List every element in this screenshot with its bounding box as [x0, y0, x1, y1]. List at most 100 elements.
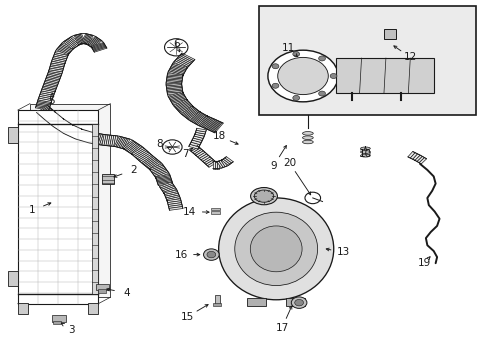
Polygon shape [432, 76, 437, 84]
Polygon shape [80, 130, 86, 141]
Polygon shape [98, 134, 103, 145]
Polygon shape [164, 192, 178, 196]
Polygon shape [49, 116, 61, 124]
Text: 13: 13 [336, 247, 349, 257]
Polygon shape [42, 87, 56, 92]
Polygon shape [131, 147, 144, 155]
Polygon shape [176, 58, 190, 66]
Polygon shape [166, 83, 182, 86]
Polygon shape [93, 45, 105, 50]
Polygon shape [179, 106, 193, 113]
Polygon shape [77, 35, 82, 44]
Polygon shape [163, 188, 176, 194]
Polygon shape [175, 102, 189, 109]
Polygon shape [36, 107, 49, 110]
Polygon shape [46, 76, 60, 80]
Bar [383, 29, 395, 40]
Polygon shape [136, 151, 148, 159]
Polygon shape [156, 177, 171, 181]
Polygon shape [154, 171, 168, 177]
Polygon shape [104, 135, 108, 145]
Polygon shape [166, 89, 182, 92]
Polygon shape [459, 76, 464, 84]
Polygon shape [168, 204, 182, 208]
Ellipse shape [360, 150, 369, 153]
Polygon shape [168, 92, 183, 97]
Polygon shape [80, 33, 85, 44]
Polygon shape [68, 127, 78, 136]
Polygon shape [179, 54, 193, 62]
Bar [8, 127, 18, 143]
Polygon shape [166, 78, 182, 80]
Polygon shape [170, 95, 185, 101]
Polygon shape [106, 135, 110, 146]
Text: 15: 15 [180, 312, 193, 322]
Polygon shape [181, 106, 193, 115]
Polygon shape [213, 123, 223, 133]
Polygon shape [52, 58, 66, 62]
Polygon shape [60, 44, 73, 50]
Polygon shape [41, 91, 54, 95]
Polygon shape [133, 148, 145, 157]
Polygon shape [45, 78, 59, 83]
Bar [53, 320, 61, 324]
Polygon shape [162, 186, 175, 192]
Polygon shape [195, 132, 204, 136]
Polygon shape [92, 44, 105, 49]
Polygon shape [50, 65, 64, 68]
Polygon shape [65, 125, 75, 135]
Polygon shape [38, 100, 51, 104]
Polygon shape [116, 137, 122, 147]
Polygon shape [59, 122, 70, 131]
Polygon shape [75, 35, 81, 45]
Polygon shape [196, 115, 206, 125]
Text: 20: 20 [282, 158, 295, 168]
Polygon shape [94, 133, 100, 144]
Polygon shape [129, 145, 141, 154]
Polygon shape [168, 93, 183, 99]
Polygon shape [56, 121, 67, 129]
Text: 8: 8 [156, 139, 162, 149]
Polygon shape [224, 157, 233, 163]
Polygon shape [207, 161, 216, 167]
Polygon shape [42, 86, 56, 90]
Polygon shape [56, 49, 69, 55]
Polygon shape [169, 68, 184, 74]
Polygon shape [177, 104, 191, 111]
Polygon shape [91, 44, 104, 48]
Polygon shape [192, 138, 202, 143]
Polygon shape [145, 159, 157, 167]
Polygon shape [188, 144, 199, 149]
Polygon shape [167, 201, 181, 204]
Polygon shape [67, 126, 76, 136]
Polygon shape [140, 154, 152, 163]
Polygon shape [153, 169, 167, 176]
Polygon shape [194, 134, 204, 138]
Polygon shape [182, 107, 195, 116]
Polygon shape [54, 54, 67, 59]
Polygon shape [379, 37, 387, 44]
Polygon shape [187, 111, 200, 120]
Polygon shape [444, 77, 447, 84]
Ellipse shape [254, 190, 273, 202]
Polygon shape [100, 134, 104, 145]
Polygon shape [64, 125, 73, 134]
Text: 19: 19 [416, 258, 430, 268]
Circle shape [277, 57, 327, 95]
Polygon shape [157, 179, 171, 183]
Bar [96, 284, 109, 291]
Text: 5: 5 [48, 96, 55, 106]
Circle shape [318, 91, 325, 96]
Polygon shape [93, 46, 106, 51]
Ellipse shape [302, 132, 313, 135]
Bar [285, 298, 305, 306]
Polygon shape [201, 117, 210, 127]
Text: 10: 10 [358, 149, 371, 159]
Polygon shape [215, 161, 217, 168]
Polygon shape [223, 158, 231, 164]
Polygon shape [134, 150, 147, 158]
Polygon shape [147, 161, 160, 169]
Polygon shape [161, 185, 174, 191]
Polygon shape [210, 121, 220, 131]
Polygon shape [167, 90, 183, 93]
